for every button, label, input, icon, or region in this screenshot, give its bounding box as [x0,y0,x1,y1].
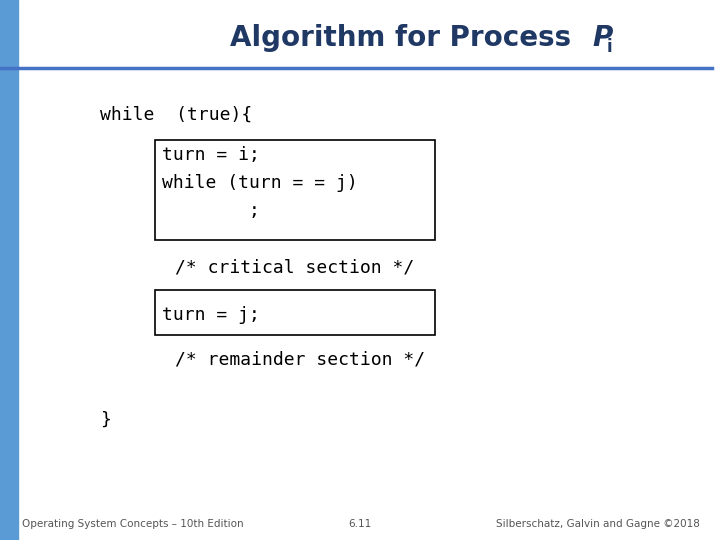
Bar [155,290,435,335]
Text: while  (true){: while (true){ [100,106,252,124]
Text: ;: ; [162,202,260,220]
Text: i: i [607,38,613,56]
Text: Silberschatz, Galvin and Gagne ©2018: Silberschatz, Galvin and Gagne ©2018 [496,519,700,529]
Text: 6.11: 6.11 [348,519,372,529]
Bar [0,0,18,540]
Text: P: P [592,24,613,52]
Text: Algorithm for Process: Algorithm for Process [230,24,581,52]
Text: turn = i;: turn = i; [162,146,260,164]
Bar [155,140,435,240]
Text: /* remainder section */: /* remainder section */ [175,351,425,369]
Text: }: } [100,411,111,429]
Text: /* critical section */: /* critical section */ [175,259,414,277]
Text: turn = j;: turn = j; [162,306,260,324]
Text: Operating System Concepts – 10th Edition: Operating System Concepts – 10th Edition [22,519,243,529]
Text: while (turn = = j): while (turn = = j) [162,174,358,192]
